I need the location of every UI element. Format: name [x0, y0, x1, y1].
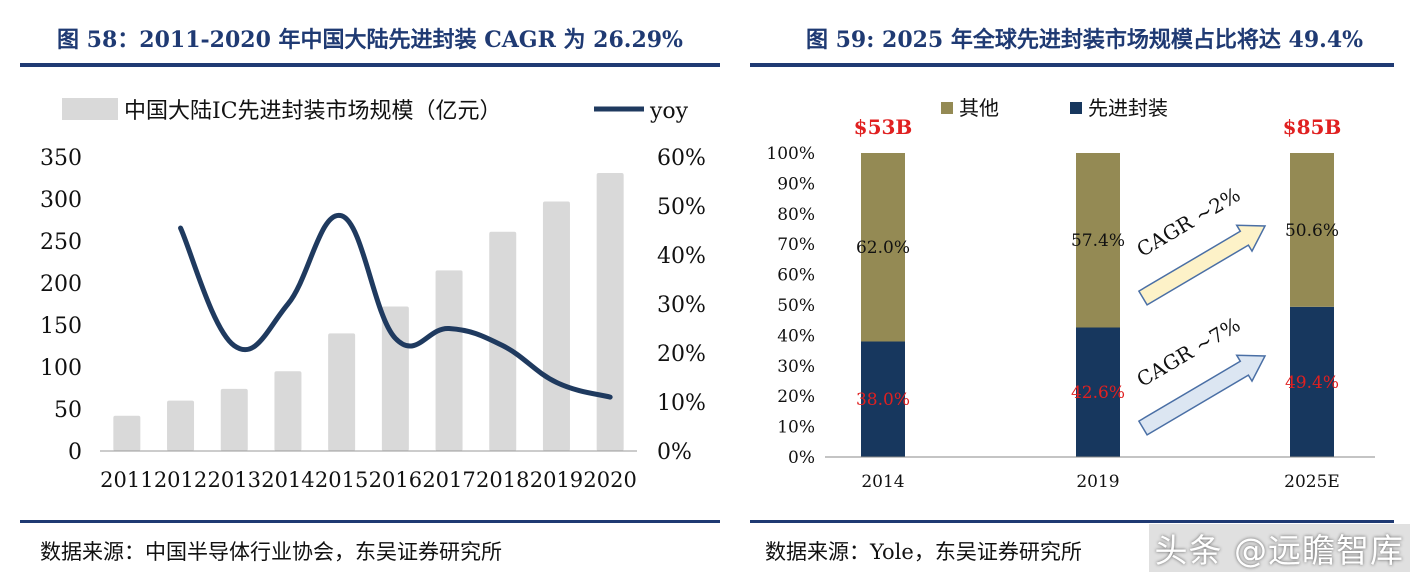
advanced-value-label: 42.6%: [1071, 383, 1125, 403]
y-tick-label: 70%: [777, 235, 815, 255]
x-tick-label: 2020: [583, 468, 636, 492]
y-tick-label: 100%: [766, 144, 815, 164]
x-tick-label: 2019: [1076, 472, 1119, 492]
y-tick-label: 60%: [777, 266, 815, 286]
bar: [328, 333, 356, 451]
left-legend: 中国大陆IC先进封装市场规模（亿元） yoy: [62, 98, 689, 124]
y-right-tick-label: 40%: [657, 244, 706, 269]
right-source: 数据来源：Yole，东吴证券研究所: [765, 540, 1082, 564]
y-right-tick-label: 20%: [657, 342, 706, 367]
y-tick-label: 50%: [777, 296, 815, 316]
y-tick-label: 10%: [777, 418, 815, 438]
bar: [542, 201, 570, 451]
y-left-tick-label: 50: [54, 398, 82, 423]
y-right-tick-label: 0%: [657, 440, 692, 465]
left-chart: 中国大陆IC先进封装市场规模（亿元） yoy 0 50 100 150 200 250 30…: [40, 98, 706, 492]
left-y-axis: 0 50 100 150 200 250 300 350: [40, 146, 82, 465]
y-right-tick-label: 50%: [657, 195, 706, 220]
y-left-tick-label: 100: [40, 356, 82, 381]
bar-advanced-packaging: [1076, 327, 1120, 457]
y-left-tick-label: 250: [40, 230, 82, 255]
left-figure: 图 58：2011-2020 年中国大陆先进封装 CAGR 为 26.29% 中…: [20, 27, 720, 564]
y-left-tick-label: 300: [40, 188, 82, 213]
x-tick-label: 2013: [208, 468, 261, 492]
right-figure-title: 图 59: 2025 年全球先进封装市场规模占比将达 49.4%: [805, 27, 1364, 53]
bar: [220, 388, 248, 451]
right-bottom-rule: [750, 520, 1394, 523]
y-left-tick-label: 0: [68, 440, 82, 465]
total-label: $85B: [1283, 115, 1342, 139]
stacked-bars: 38.0% 62.0% $53B 42.6% 57.4% 49.4% 50.6% $85B: [854, 115, 1342, 457]
bar: [167, 400, 195, 451]
right-chart-y-axis: 0% 10% 20% 30% 40% 50% 60% 70% 80% 90% 100%: [766, 144, 815, 468]
cagr-arrow-advanced: [1137, 354, 1267, 436]
x-tick-label: 2025E: [1284, 472, 1340, 492]
bar-other: [1076, 153, 1120, 328]
left-figure-title: 图 58：2011-2020 年中国大陆先进封装 CAGR 为 26.29%: [57, 27, 683, 53]
other-value-label: 57.4%: [1071, 231, 1125, 251]
x-tick-label: 2018: [476, 468, 529, 492]
cagr-arrow-other: [1137, 224, 1267, 306]
legend-bar-swatch: [62, 98, 118, 120]
x-tick-label: 2016: [369, 468, 422, 492]
other-value-label: 50.6%: [1285, 221, 1339, 241]
bar-advanced-packaging: [861, 341, 905, 457]
y-right-tick-label: 10%: [657, 391, 706, 416]
y-tick-label: 90%: [777, 174, 815, 194]
y-tick-label: 30%: [777, 357, 815, 377]
total-label: $53B: [854, 115, 913, 139]
left-source: 数据来源：中国半导体行业协会，东吴证券研究所: [40, 540, 502, 564]
advanced-value-label: 38.0%: [856, 390, 910, 410]
y-left-tick-label: 150: [40, 314, 82, 339]
bar: [489, 231, 517, 451]
bar-other: [1290, 153, 1334, 307]
advanced-value-label: 49.4%: [1285, 373, 1339, 393]
legend-label: 其他: [959, 96, 999, 120]
right-top-rule: [750, 63, 1394, 67]
y-tick-label: 40%: [777, 326, 815, 346]
left-bottom-rule: [20, 520, 720, 523]
legend-bar-label: 中国大陆IC先进封装市场规模（亿元）: [124, 99, 502, 124]
right-chart: 其他 先进封装 0% 10% 20% 30% 40% 50% 60% 70% 80% 90% 100%…: [766, 96, 1375, 492]
x-axis-ticks: 2011 2012 2013 2014 2015 2016 2017 2018 2019 2020: [100, 468, 637, 492]
right-figure: 图 59: 2025 年全球先进封装市场规模占比将达 49.4% 其他 先进封装 …: [745, 0, 1424, 582]
bar: [596, 172, 624, 451]
y-tick-label: 20%: [777, 387, 815, 407]
y-left-tick-label: 350: [40, 146, 82, 171]
right-y-axis: 0% 10% 20% 30% 40% 50% 60%: [657, 146, 706, 465]
y-right-tick-label: 30%: [657, 293, 706, 318]
right-legend: 其他 先进封装: [941, 96, 1168, 120]
legend-line-label: yoy: [649, 99, 689, 124]
y-tick-label: 0%: [788, 448, 815, 468]
bar: [113, 415, 141, 451]
y-tick-label: 80%: [777, 205, 815, 225]
x-tick-label: 2011: [100, 468, 153, 492]
left-top-rule: [20, 63, 720, 67]
legend-label: 先进封装: [1088, 96, 1168, 120]
right-x-axis-ticks: 2014 2019 2025E: [861, 472, 1339, 492]
bar-advanced-packaging: [1290, 306, 1334, 457]
y-right-tick-label: 60%: [657, 146, 706, 171]
x-tick-label: 2017: [422, 468, 475, 492]
other-value-label: 62.0%: [856, 238, 910, 258]
legend-swatch: [941, 102, 953, 114]
yoy-line: [178, 213, 613, 400]
x-tick-label: 2015: [315, 468, 368, 492]
legend-swatch: [1070, 102, 1082, 114]
x-tick-label: 2014: [861, 472, 904, 492]
bar: [435, 270, 463, 451]
cagr-arrows: CAGR ~2%CAGR ~7%: [1133, 182, 1267, 436]
x-tick-label: 2019: [530, 468, 583, 492]
x-tick-label: 2014: [261, 468, 314, 492]
watermark: 头条 @远瞻智库: [1148, 524, 1410, 572]
bar-series: [113, 172, 624, 451]
bar-other: [861, 153, 905, 342]
y-left-tick-label: 200: [40, 272, 82, 297]
bar: [274, 371, 302, 451]
x-tick-label: 2012: [154, 468, 207, 492]
